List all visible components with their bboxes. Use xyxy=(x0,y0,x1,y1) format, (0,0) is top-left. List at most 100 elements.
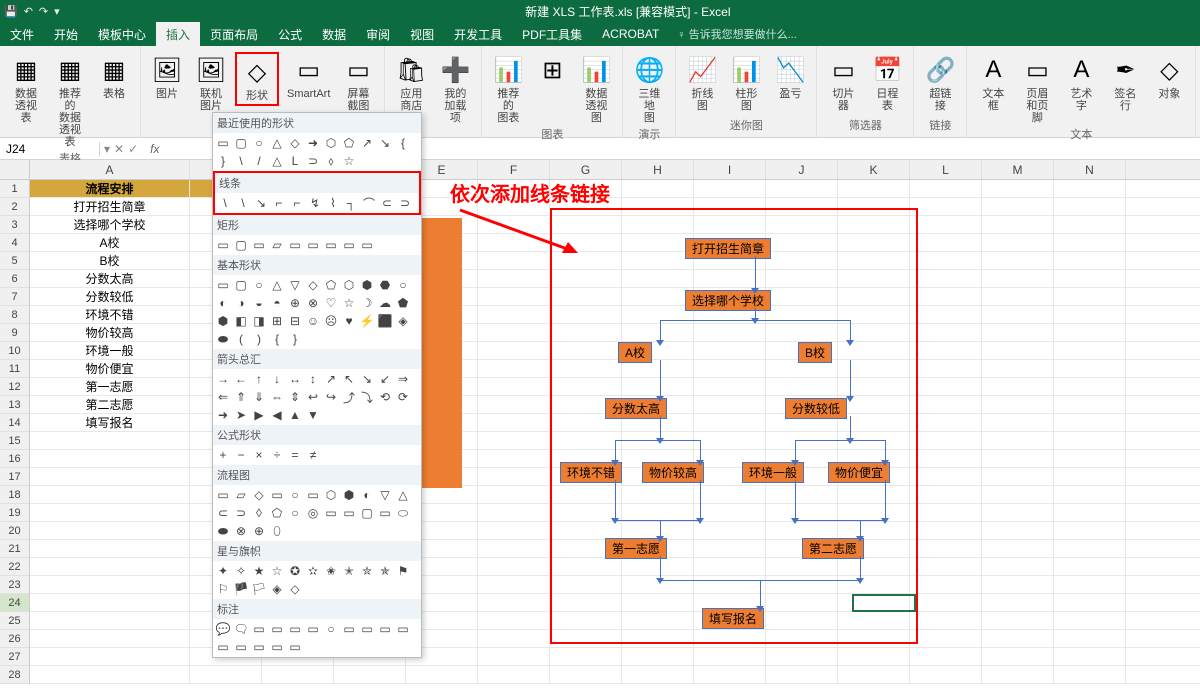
cell-6-12[interactable] xyxy=(982,270,1054,287)
menu-ACROBAT[interactable]: ACROBAT xyxy=(592,23,669,45)
shape-glyph[interactable]: \ xyxy=(233,153,249,169)
shape-glyph[interactable]: ◒ xyxy=(251,295,267,311)
cell-27-10[interactable] xyxy=(838,648,910,665)
cell-7-13[interactable] xyxy=(1054,288,1126,305)
col-K[interactable]: K xyxy=(838,160,910,179)
shape-glyph[interactable]: ▭ xyxy=(251,639,267,655)
shape-glyph[interactable]: ⊕ xyxy=(287,295,303,311)
shape-glyph[interactable]: ⊃ xyxy=(233,505,249,521)
shape-glyph[interactable]: ⊗ xyxy=(233,523,249,539)
cell-10-13[interactable] xyxy=(1054,342,1126,359)
shape-glyph[interactable]: ( xyxy=(233,331,249,347)
shape-glyph[interactable]: 💬 xyxy=(215,621,231,637)
cell-5-13[interactable] xyxy=(1054,252,1126,269)
row-6[interactable]: 6 xyxy=(0,270,29,288)
cell-21-12[interactable] xyxy=(982,540,1054,557)
shape-glyph[interactable]: ▭ xyxy=(269,487,285,503)
cell-8-13[interactable] xyxy=(1054,306,1126,323)
cell-1-10[interactable] xyxy=(838,180,910,197)
shape-glyph[interactable]: ↑ xyxy=(251,371,267,387)
cell-10-11[interactable] xyxy=(910,342,982,359)
cell-19-12[interactable] xyxy=(982,504,1054,521)
cell-24-13[interactable] xyxy=(1054,594,1126,611)
cell-21-0[interactable] xyxy=(30,540,190,557)
shape-glyph[interactable]: ▭ xyxy=(341,237,357,253)
cell-20-13[interactable] xyxy=(1054,522,1126,539)
shape-glyph[interactable]: ☺ xyxy=(305,313,321,329)
cell-1-11[interactable] xyxy=(910,180,982,197)
shape-glyph[interactable]: ⬠ xyxy=(269,505,285,521)
cell-4-13[interactable] xyxy=(1054,234,1126,251)
shape-glyph[interactable]: ☆ xyxy=(341,295,357,311)
row-8[interactable]: 8 xyxy=(0,306,29,324)
shape-glyph[interactable]: ▭ xyxy=(323,237,339,253)
cell-5-12[interactable] xyxy=(982,252,1054,269)
menu-审阅[interactable]: 审阅 xyxy=(356,22,400,47)
shape-glyph[interactable]: ✧ xyxy=(233,563,249,579)
shape-glyph[interactable]: ♡ xyxy=(323,295,339,311)
menu-开发工具[interactable]: 开发工具 xyxy=(444,22,512,47)
row-23[interactable]: 23 xyxy=(0,576,29,594)
cell-23-12[interactable] xyxy=(982,576,1054,593)
menu-模板中心[interactable]: 模板中心 xyxy=(88,22,156,47)
cell-1-9[interactable] xyxy=(766,180,838,197)
cell-14-13[interactable] xyxy=(1054,414,1126,431)
col-A[interactable]: A xyxy=(30,160,190,179)
shape-glyph[interactable]: ⬟ xyxy=(395,295,411,311)
shape-glyph[interactable]: ⇕ xyxy=(287,389,303,405)
shape-glyph[interactable]: ▭ xyxy=(359,621,375,637)
row-27[interactable]: 27 xyxy=(0,648,29,666)
ribbon-联机图片[interactable]: 🖼联机图片 xyxy=(191,52,231,114)
cell-19-13[interactable] xyxy=(1054,504,1126,521)
row-3[interactable]: 3 xyxy=(0,216,29,234)
cell-26-5[interactable] xyxy=(478,630,550,647)
shape-glyph[interactable]: / xyxy=(251,153,267,169)
shape-glyph[interactable]: ▭ xyxy=(287,237,303,253)
shape-glyph[interactable]: ▭ xyxy=(341,621,357,637)
cell-16-11[interactable] xyxy=(910,450,982,467)
shape-glyph[interactable]: ▭ xyxy=(341,505,357,521)
shape-glyph[interactable]: ◀ xyxy=(269,407,285,423)
shape-glyph[interactable]: = xyxy=(287,447,303,463)
row-9[interactable]: 9 xyxy=(0,324,29,342)
ribbon-文本框[interactable]: A文本框 xyxy=(973,52,1013,114)
spreadsheet-grid[interactable]: ABCDEFGHIJKLMN 1234567891011121314151617… xyxy=(0,160,1200,688)
cell-7-5[interactable] xyxy=(478,288,550,305)
cell-1-12[interactable] xyxy=(982,180,1054,197)
shape-glyph[interactable]: ▽ xyxy=(287,277,303,293)
menu-文件[interactable]: 文件 xyxy=(0,22,44,47)
shape-glyph[interactable]: ⬢ xyxy=(341,487,357,503)
shape-glyph[interactable]: ⌐ xyxy=(271,195,287,211)
shape-glyph[interactable]: ▭ xyxy=(323,505,339,521)
menu-插入[interactable]: 插入 xyxy=(156,22,200,47)
shape-glyph[interactable]: ÷ xyxy=(269,447,285,463)
shape-glyph[interactable]: 🗨 xyxy=(233,621,249,637)
cell-19-0[interactable] xyxy=(30,504,190,521)
shape-glyph[interactable]: ↔ xyxy=(287,371,303,387)
row-15[interactable]: 15 xyxy=(0,432,29,450)
shape-glyph[interactable]: { xyxy=(395,135,411,151)
cell-10-12[interactable] xyxy=(982,342,1054,359)
shape-glyph[interactable]: \ xyxy=(235,195,251,211)
shape-glyph[interactable]: ⊕ xyxy=(251,523,267,539)
shape-glyph[interactable]: ◊ xyxy=(251,505,267,521)
shape-glyph[interactable]: ↗ xyxy=(323,371,339,387)
quick-access[interactable]: 💾 ↶ ↷ ▾ xyxy=(4,5,60,18)
shape-glyph[interactable]: ▢ xyxy=(359,505,375,521)
cell-3-12[interactable] xyxy=(982,216,1054,233)
cell-17-11[interactable] xyxy=(910,468,982,485)
row-12[interactable]: 12 xyxy=(0,378,29,396)
row-20[interactable]: 20 xyxy=(0,522,29,540)
cell-26-13[interactable] xyxy=(1054,630,1126,647)
cell-13-13[interactable] xyxy=(1054,396,1126,413)
shape-glyph[interactable]: ▭ xyxy=(215,487,231,503)
cell-18-5[interactable] xyxy=(478,486,550,503)
shape-glyph[interactable]: ◇ xyxy=(287,135,303,151)
cell-8-0[interactable]: 环境不错 xyxy=(30,306,190,323)
row-1[interactable]: 1 xyxy=(0,180,29,198)
cell-24-5[interactable] xyxy=(478,594,550,611)
row-22[interactable]: 22 xyxy=(0,558,29,576)
cell-22-0[interactable] xyxy=(30,558,190,575)
cell-28-2[interactable] xyxy=(262,666,334,683)
col-I[interactable]: I xyxy=(694,160,766,179)
